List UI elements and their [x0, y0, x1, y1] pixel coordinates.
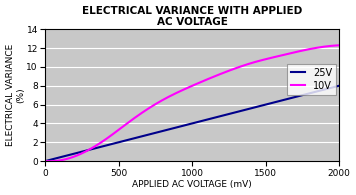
- 10V: [48, 160, 52, 162]
- Line: 10V: 10V: [46, 45, 339, 161]
- Title: ELECTRICAL VARIANCE WITH APPLIED
AC VOLTAGE: ELECTRICAL VARIANCE WITH APPLIED AC VOLT…: [82, 5, 302, 27]
- 10V: [229, 69, 233, 71]
- Legend: 25V, 10V: 25V, 10V: [287, 64, 336, 95]
- 10V: [257, 60, 262, 62]
- 10V: [79, 152, 84, 155]
- 10V: [140, 112, 144, 114]
- 10V: [43, 160, 48, 162]
- 10V: [256, 60, 260, 62]
- 10V: [160, 99, 164, 101]
- Y-axis label: ELECTRICAL VARIANCE
(%): ELECTRICAL VARIANCE (%): [6, 44, 25, 146]
- X-axis label: APPLIED AC VOLTAGE (mV): APPLIED AC VOLTAGE (mV): [132, 180, 252, 190]
- 10V: [337, 44, 341, 46]
